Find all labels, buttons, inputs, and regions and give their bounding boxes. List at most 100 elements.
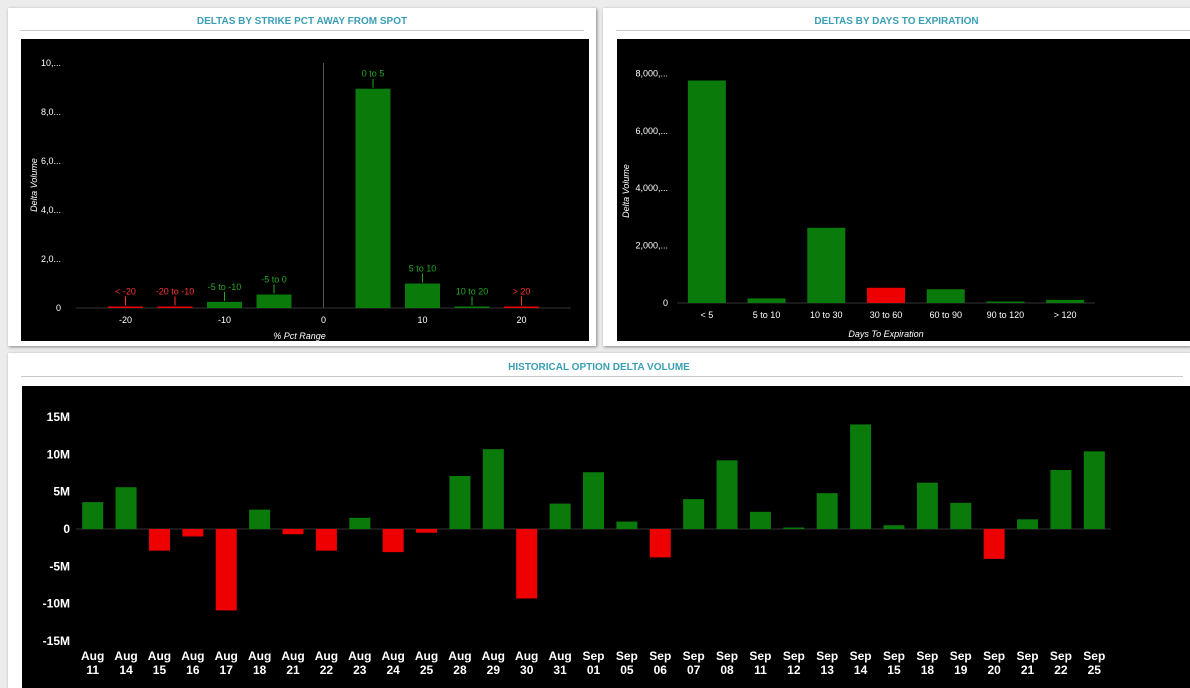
x-tick-label-day: 20	[987, 663, 1001, 677]
x-tick-label-month: Sep	[649, 649, 671, 663]
bar	[148, 529, 170, 551]
bar	[215, 529, 237, 611]
x-tick-label-month: Aug	[114, 649, 137, 663]
x-tick-label-month: Aug	[382, 649, 405, 663]
x-tick-label-month: Sep	[983, 649, 1005, 663]
x-tick-label-month: Aug	[315, 649, 338, 663]
x-tick-label-month: Sep	[816, 649, 838, 663]
y-tick-label: 8,000,...	[635, 68, 668, 78]
data-label: 5 to 10	[409, 264, 437, 274]
x-tick-label-day: 05	[620, 663, 634, 677]
x-tick-label-day: 08	[720, 663, 734, 677]
bar	[282, 529, 304, 535]
bar	[355, 88, 391, 308]
x-tick-label-month: Sep	[582, 649, 604, 663]
x-tick-label: 10	[417, 315, 427, 325]
bar	[716, 460, 738, 529]
x-tick-label: 30 to 60	[870, 310, 903, 320]
x-tick-label-day: 17	[220, 663, 234, 677]
y-tick-label: 10M	[47, 447, 70, 461]
bar	[583, 472, 604, 529]
bar	[249, 509, 271, 529]
y-tick-label: 6,0...	[41, 156, 61, 166]
x-tick-label: 10 to 30	[810, 310, 843, 320]
data-label: -5 to -10	[208, 282, 242, 292]
x-tick-label-day: 21	[1021, 663, 1035, 677]
divider	[21, 376, 1183, 377]
y-tick-label: 15M	[47, 410, 70, 424]
x-tick-label-month: Aug	[448, 649, 471, 663]
bar	[504, 306, 539, 308]
data-label: -20 to -10	[156, 287, 195, 297]
x-tick-label-month: Aug	[281, 649, 304, 663]
bar	[108, 306, 143, 308]
x-tick-label-day: 15	[887, 663, 901, 677]
bar	[683, 499, 705, 529]
x-tick-label-day: 25	[1088, 663, 1102, 677]
bar	[616, 521, 638, 529]
y-tick-label: 5M	[53, 485, 70, 499]
bar	[816, 493, 838, 529]
data-label: > 20	[513, 287, 531, 297]
y-tick-label: 4,000,...	[635, 183, 668, 193]
x-tick-label: 5 to 10	[753, 310, 781, 320]
x-tick-label-day: 16	[186, 663, 200, 677]
x-tick-label-month: Aug	[515, 649, 538, 663]
bar	[416, 529, 438, 533]
bar	[867, 287, 905, 303]
y-tick-label: 4,0...	[41, 205, 61, 215]
bar	[482, 449, 504, 529]
y-tick-label: 0	[56, 303, 61, 313]
x-tick-label-month: Aug	[181, 649, 204, 663]
expiry-panel: DELTAS BY DAYS TO EXPIRATION 0 2,000,... 4…	[603, 8, 1190, 346]
x-tick-label-day: 30	[520, 663, 534, 677]
y-tick-label: 0	[63, 522, 70, 536]
x-tick-label-day: 22	[320, 663, 334, 677]
bar	[82, 502, 104, 529]
x-tick-label-day: 19	[954, 663, 968, 677]
historical-chart: -15M-10M-5M05M10M15MAug11Aug14Aug15Aug16…	[22, 386, 1190, 688]
x-tick-label: -20	[119, 315, 132, 325]
x-tick-label-month: Aug	[548, 649, 571, 663]
bar	[516, 529, 538, 599]
bar	[115, 487, 137, 529]
x-tick-label-month: Sep	[1050, 649, 1072, 663]
bar	[315, 529, 337, 551]
bar	[382, 529, 404, 553]
y-tick-label: 8,0...	[41, 107, 61, 117]
x-tick-label-day: 07	[687, 663, 701, 677]
bar	[783, 527, 805, 530]
x-tick-label-day: 18	[253, 663, 267, 677]
y-tick-label: -5M	[49, 559, 70, 573]
bar	[1083, 451, 1105, 529]
x-tick-label-day: 14	[119, 663, 133, 677]
x-axis-title: % Pct Range	[273, 331, 326, 341]
bar	[649, 529, 671, 558]
x-tick-label-day: 29	[487, 663, 501, 677]
x-tick-label-month: Aug	[215, 649, 238, 663]
divider	[20, 30, 584, 31]
data-label: -5 to 0	[261, 275, 287, 285]
bar	[1046, 299, 1085, 303]
x-tick-label-day: 12	[787, 663, 801, 677]
x-tick-label-day: 13	[821, 663, 835, 677]
bar	[549, 503, 571, 529]
y-tick-label: -10M	[43, 597, 70, 611]
x-tick-label-month: Aug	[148, 649, 171, 663]
bar	[986, 301, 1025, 303]
x-tick-label-day: 01	[587, 663, 601, 677]
y-axis-title: Delta Volume	[29, 158, 39, 212]
expiry-chart: 0 2,000,... 4,000,... 6,000,... 8,000,... < 5…	[617, 39, 1190, 341]
x-tick-label-month: Sep	[749, 649, 771, 663]
bar	[749, 511, 771, 529]
x-tick-label-month: Sep	[683, 649, 705, 663]
bar	[807, 227, 846, 303]
x-tick-label: > 120	[1054, 310, 1077, 320]
x-tick-label-day: 25	[420, 663, 434, 677]
x-tick-label: < 5	[700, 310, 713, 320]
x-tick-label-month: Sep	[1017, 649, 1039, 663]
x-tick-label-day: 11	[754, 663, 767, 677]
x-tick-label: -10	[218, 315, 231, 325]
bar	[454, 306, 490, 308]
x-tick-label-month: Aug	[415, 649, 438, 663]
